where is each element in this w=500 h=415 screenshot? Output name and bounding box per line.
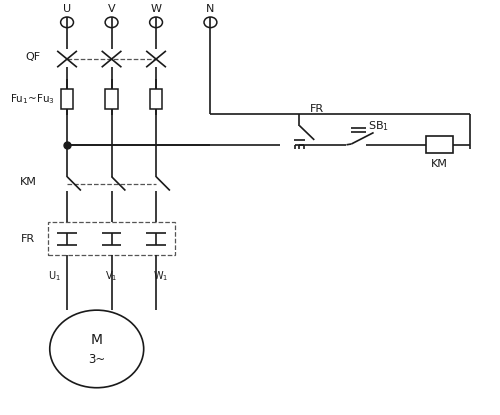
Text: KM: KM — [20, 177, 37, 187]
Bar — [60, 89, 74, 109]
Bar — [48, 222, 175, 255]
Text: FR: FR — [310, 104, 324, 114]
Text: FR: FR — [21, 234, 35, 244]
Bar — [150, 89, 162, 109]
Bar — [105, 89, 118, 109]
Text: U$_1$: U$_1$ — [48, 269, 61, 283]
Text: M: M — [90, 333, 102, 347]
Text: N: N — [206, 4, 214, 14]
Bar — [426, 136, 452, 154]
Text: U: U — [63, 4, 71, 14]
Text: SB$_1$: SB$_1$ — [368, 119, 388, 132]
Text: V: V — [108, 4, 116, 14]
Text: W$_1$: W$_1$ — [154, 269, 168, 283]
Text: W: W — [150, 4, 162, 14]
Text: Fu$_1$~Fu$_3$: Fu$_1$~Fu$_3$ — [10, 92, 55, 106]
Text: QF: QF — [25, 52, 40, 62]
Text: V$_1$: V$_1$ — [106, 269, 118, 283]
Text: KM: KM — [430, 159, 448, 168]
Text: 3~: 3~ — [88, 353, 106, 366]
